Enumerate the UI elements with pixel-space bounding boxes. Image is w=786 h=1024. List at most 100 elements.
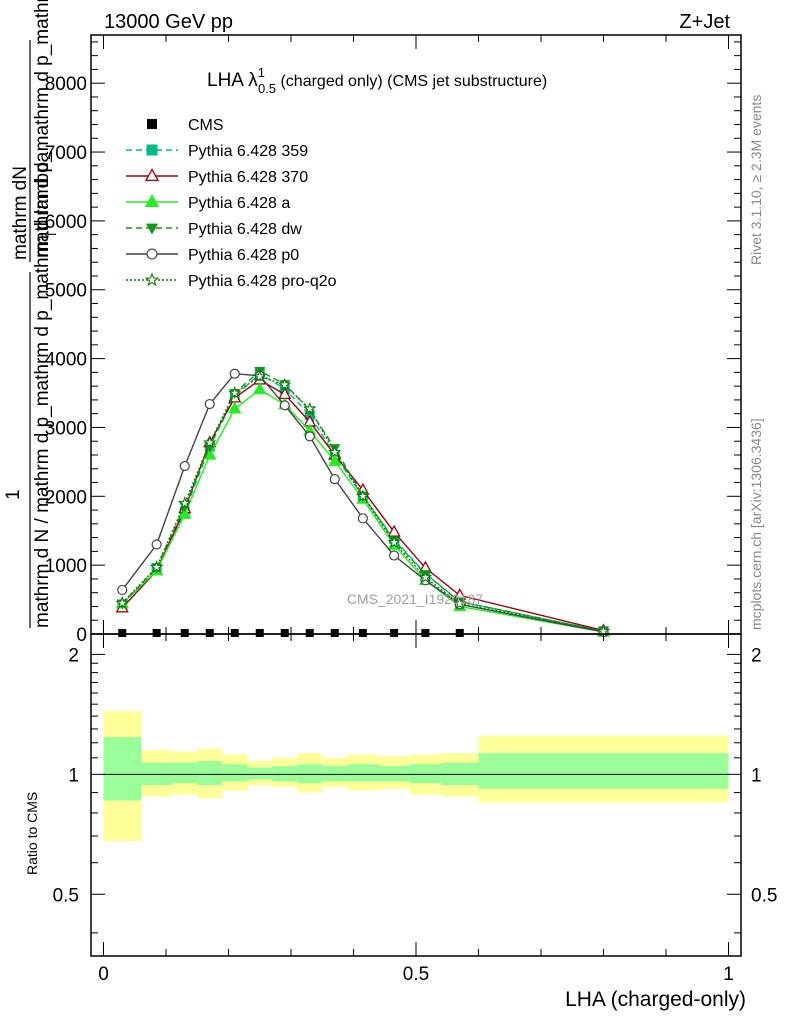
- data-point: [329, 473, 340, 485]
- y-tick-label: 0: [76, 625, 87, 646]
- ratio-y-tick-label-right: 2: [751, 645, 762, 666]
- legend-label: Pythia 6.428 pro-q2o: [188, 273, 337, 290]
- data-point: [252, 369, 267, 383]
- y-tick-label: 5000: [45, 281, 87, 302]
- ratio-ticks: 0.5 0.5 1 1 2 2 0 0.5 1: [53, 634, 777, 985]
- ylabel-bottom: mathrm d p_mathrm d p_mathrm d lambda: [32, 0, 53, 258]
- legend-item: Pythia 6.428 370: [126, 168, 308, 186]
- ratio-y-tick-label-right: 1: [751, 765, 762, 786]
- y-tick-label: 8000: [45, 74, 87, 95]
- main-ylabel: mathrm dN mathrm d p_mathrm d p_mathrm d…: [3, 0, 59, 628]
- data-point: [302, 401, 317, 415]
- data-point: [151, 539, 162, 550]
- plot-title: LHA λ1 0.5 (charged only) (CMS jet substr…: [207, 65, 547, 96]
- data-point: [421, 629, 430, 637]
- legend-label: Pythia 6.428 359: [188, 143, 308, 160]
- y-tick-label: 2000: [45, 487, 87, 508]
- ratio-inner-band: [247, 767, 273, 780]
- legend-marker: [144, 272, 160, 287]
- series-line: [121, 370, 604, 632]
- data-point: [389, 550, 400, 561]
- data-point: [205, 629, 214, 637]
- data-point: [228, 401, 242, 414]
- data-point: [330, 629, 339, 637]
- y-tick-label: 7000: [45, 143, 87, 164]
- legend-item: Pythia 6.428 p0: [126, 247, 299, 264]
- legend-marker: [147, 119, 157, 129]
- data-point: [390, 629, 399, 637]
- ratio-inner-band: [378, 765, 410, 782]
- data-point: [357, 513, 368, 524]
- legend-marker: [144, 168, 160, 182]
- ratio-y-tick-label: 0.5: [53, 885, 79, 906]
- data-point: [117, 584, 128, 596]
- series-0: [118, 629, 464, 637]
- y-tick-label: 1000: [45, 556, 87, 577]
- data-point: [177, 496, 192, 509]
- data-point: [305, 629, 314, 637]
- y-tick-label: 3000: [45, 418, 87, 439]
- legend-label: Pythia 6.428 a: [188, 195, 290, 212]
- ratio-inner-band: [172, 762, 198, 784]
- legend-label: CMS: [188, 117, 224, 134]
- data-point: [455, 629, 464, 637]
- data-point: [358, 629, 367, 637]
- watermark: CMS_2021_I1920187: [347, 591, 483, 607]
- ratio-inner-band: [322, 765, 348, 782]
- data-point: [356, 489, 370, 503]
- legend-item: Pythia 6.428 pro-q2o: [126, 272, 337, 290]
- series-line: [121, 379, 604, 632]
- data-point: [115, 595, 130, 609]
- legend-label: Pythia 6.428 dw: [188, 221, 302, 238]
- legend-item: CMS: [147, 117, 224, 134]
- data-point: [204, 398, 215, 410]
- series-line: [121, 375, 604, 632]
- data-point: [202, 435, 217, 449]
- data-point: [280, 629, 289, 637]
- ratio-inner-band: [297, 764, 323, 784]
- legend-marker: [146, 248, 158, 260]
- x-tick-label: 0.5: [403, 964, 429, 985]
- legend-marker: [145, 223, 159, 235]
- ratio-inner-band: [347, 764, 379, 782]
- legend: CMS Pythia 6.428 359 Pythia 6.428 370 Pythi…: [126, 117, 337, 290]
- y-tick-label: 6000: [45, 212, 87, 233]
- data-point: [327, 445, 342, 459]
- ratio-inner-band: [103, 737, 141, 801]
- ratio-inner-band: [272, 765, 298, 782]
- header-left: 13000 GeV pp: [104, 11, 233, 33]
- data-point: [304, 431, 315, 442]
- ratio-inner-band: [141, 762, 173, 786]
- legend-marker: [144, 194, 160, 208]
- rivet-label: Rivet 3.1.10, ≥ 2.3M events: [748, 95, 764, 265]
- y-tick-label: 4000: [45, 350, 87, 371]
- ratio-inner-band: [197, 761, 223, 786]
- data-point: [149, 560, 164, 574]
- data-point: [230, 629, 239, 637]
- legend-marker: [146, 144, 158, 156]
- ratio-y-tick-label-right: 0.5: [751, 885, 777, 906]
- ratio-inner-band: [478, 753, 729, 789]
- x-tick-label: 0: [98, 964, 109, 985]
- ratio-inner-band: [409, 764, 441, 784]
- ratio-ylabel: Ratio to CMS: [24, 792, 40, 875]
- header-right: Z+Jet: [679, 11, 730, 33]
- ratio-inner-band: [222, 764, 248, 782]
- ratio-bands: [103, 711, 729, 842]
- data-point: [279, 400, 290, 411]
- data-point: [387, 535, 401, 549]
- legend-item: Pythia 6.428 dw: [126, 221, 302, 238]
- data-point: [229, 368, 240, 379]
- data-point: [418, 570, 433, 584]
- ylabel-sub: T: [45, 230, 59, 238]
- ratio-inner-band: [441, 762, 479, 786]
- ylabel-one: 1: [3, 489, 24, 500]
- data-point: [253, 382, 267, 395]
- data-point: [277, 377, 292, 391]
- ratio-y-tick-label: 2: [68, 645, 79, 666]
- data-point: [328, 453, 342, 466]
- x-tick-label: 1: [723, 964, 734, 985]
- data-point: [152, 629, 161, 637]
- ylabel-top: mathrm dN: [10, 166, 31, 260]
